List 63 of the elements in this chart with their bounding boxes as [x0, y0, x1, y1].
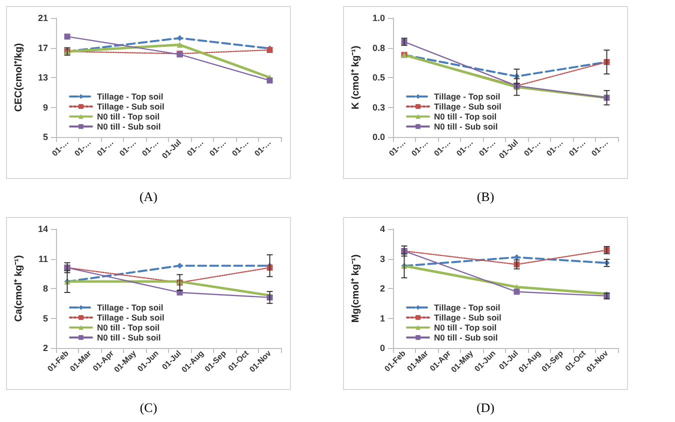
- y-tick-label: 21: [38, 13, 48, 23]
- x-tick-label: 01-…: [252, 138, 273, 158]
- y-tick-label: 0.5: [372, 72, 385, 82]
- x-tick-label: 01-…: [387, 138, 408, 158]
- x-tick-label: 01-…: [590, 138, 610, 158]
- x-tick-label: 01-…: [95, 138, 116, 158]
- legend-label: Tillage - Sub soil: [434, 102, 502, 112]
- x-tick-label: 01-…: [230, 138, 250, 158]
- y-tick-label: 11: [38, 254, 48, 264]
- x-tick-label: 01-…: [522, 138, 542, 158]
- legend-label: N0 till - Top soil: [434, 112, 497, 122]
- y-axis-title: Ca(cmol⁺ kg⁻¹): [14, 255, 24, 322]
- legend-label: N0 till - Sub soil: [97, 122, 161, 132]
- x-tick-label: 01-…: [567, 138, 588, 158]
- legend-label: Tillage - Top soil: [434, 302, 500, 312]
- y-tick-label: 0.8: [372, 42, 385, 53]
- point: [64, 34, 70, 40]
- y-tick-label: 1.0: [372, 13, 385, 23]
- legend-label: Tillage - Top soil: [97, 302, 164, 312]
- legend-label: N0 till - Top soil: [434, 322, 497, 332]
- y-tick-label: 5: [42, 313, 48, 324]
- x-tick-label: 01-…: [454, 138, 475, 158]
- x-tick-label: 01-…: [477, 138, 498, 158]
- text: (A): [138, 189, 159, 205]
- legend-label: Tillage - Sub soil: [97, 102, 164, 112]
- x-tick-label: 01-…: [118, 138, 138, 158]
- y-tick-label: 3: [380, 254, 385, 264]
- y-tick-label: 17: [38, 42, 48, 53]
- text: (B): [476, 189, 496, 205]
- legend-label: N0 till - Top soil: [97, 322, 160, 332]
- x-tick-label: 01-…: [432, 138, 452, 158]
- x-tick-label: 01-…: [50, 138, 70, 158]
- y-tick-label: 2: [42, 343, 48, 353]
- y-tick-label: 14: [38, 224, 48, 234]
- y-tick-label: 0.0: [372, 132, 385, 142]
- x-tick-label: 01-…: [140, 138, 160, 158]
- y-tick-label: 0.3: [372, 102, 385, 112]
- y-tick-label: 4: [380, 224, 385, 234]
- legend-label: N0 till - Sub soil: [97, 332, 161, 342]
- y-axis-title: K (cmol⁺ kg⁻¹): [350, 46, 362, 110]
- x-tick-label: 01-…: [72, 138, 93, 158]
- legend-label: Tillage - Top soil: [434, 92, 500, 102]
- legend-label: Tillage - Sub soil: [97, 312, 164, 322]
- x-tick-label: 01-…: [410, 138, 430, 158]
- y-tick-label: 9: [42, 102, 48, 112]
- text: (D): [475, 400, 496, 416]
- y-tick-label: 13: [38, 72, 48, 82]
- legend-label: Tillage - Top soil: [97, 92, 164, 102]
- legend-label: Tillage - Sub soil: [434, 312, 502, 322]
- text: (C): [138, 400, 158, 416]
- legend-label: N0 till - Sub soil: [434, 122, 498, 132]
- x-tick-label: 01-…: [185, 138, 206, 158]
- y-axis-title: CEC(cmol⁺/kg): [14, 43, 24, 112]
- y-tick-label: 8: [42, 284, 48, 294]
- y-tick-label: 5: [42, 132, 48, 142]
- x-tick-label: 01-…: [208, 138, 228, 158]
- y-tick-label: 1: [380, 313, 385, 324]
- y-axis-title: Mg(cmol⁺ kg⁻¹): [350, 254, 362, 323]
- y-tick-label: 0: [380, 343, 385, 353]
- legend-label: N0 till - Sub soil: [434, 332, 498, 342]
- y-tick-label: 2: [380, 284, 385, 294]
- x-tick-label: 01-…: [544, 138, 565, 158]
- legend-label: N0 till - Top soil: [97, 112, 160, 122]
